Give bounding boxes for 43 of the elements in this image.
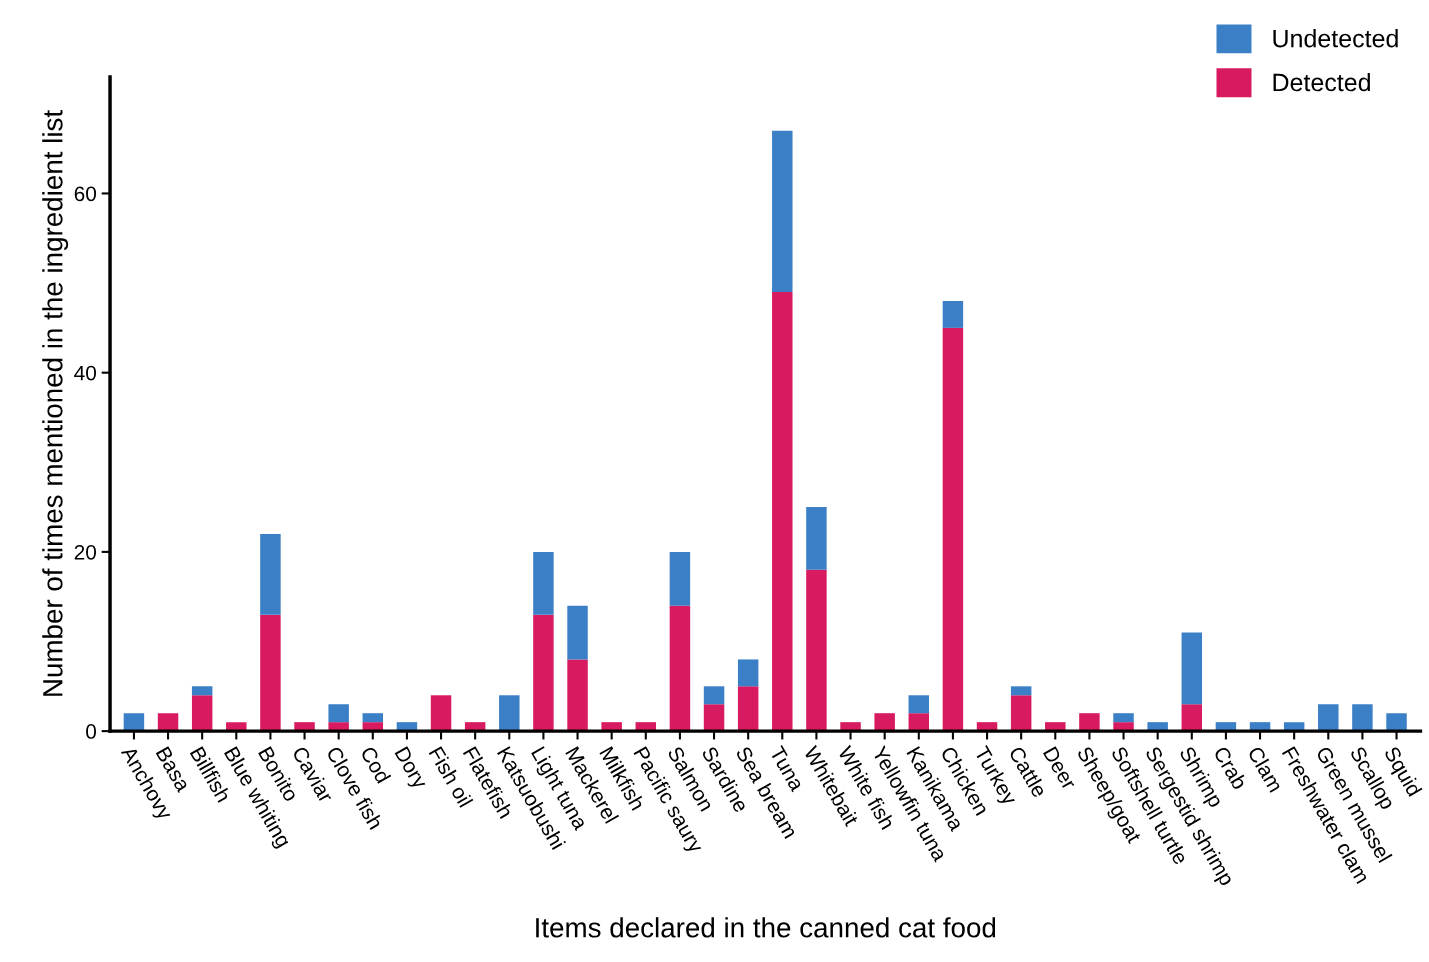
- bar: [567, 605, 588, 660]
- bar: [669, 605, 691, 732]
- bar: [908, 695, 930, 714]
- bar: [1010, 686, 1032, 696]
- bar: [1352, 704, 1373, 732]
- bar: [1181, 632, 1203, 705]
- y-tick-label: 0: [86, 724, 97, 739]
- bar: [874, 713, 895, 732]
- bar: [567, 659, 588, 732]
- x-axis-title: Items declared in the canned cat food: [536, 917, 996, 938]
- y-tick-label: 60: [74, 186, 97, 202]
- bar: [737, 659, 759, 687]
- legend-label: Undetected: [1273, 29, 1398, 48]
- bar: [260, 614, 281, 732]
- bar: [942, 300, 964, 328]
- bar: [806, 569, 827, 732]
- legend-label: Detected: [1273, 72, 1370, 92]
- bar: [737, 686, 759, 732]
- y-tick-label: 40: [74, 365, 97, 381]
- bar: [430, 695, 452, 732]
- bar: [772, 130, 793, 293]
- bar: [669, 551, 691, 606]
- bar: [1181, 704, 1203, 732]
- bar: [942, 327, 964, 732]
- y-tick-label: 20: [74, 544, 97, 560]
- bar: [806, 507, 827, 570]
- bar: [533, 614, 554, 732]
- bar: [703, 704, 725, 732]
- bar: [191, 686, 213, 696]
- bar: [362, 713, 384, 723]
- bar: [1113, 713, 1134, 723]
- bar: [533, 551, 554, 615]
- bar: [1079, 713, 1100, 732]
- bar: [1386, 713, 1407, 732]
- bar: [703, 686, 725, 705]
- bar: [772, 292, 793, 732]
- y-axis-title: Number of times mentioned in the ingredient list: [42, 110, 69, 696]
- bar: [260, 533, 281, 615]
- bar: [1010, 695, 1032, 732]
- bar: [191, 695, 213, 732]
- bar: [499, 695, 520, 732]
- bar: [328, 704, 349, 723]
- bar: [1318, 704, 1339, 732]
